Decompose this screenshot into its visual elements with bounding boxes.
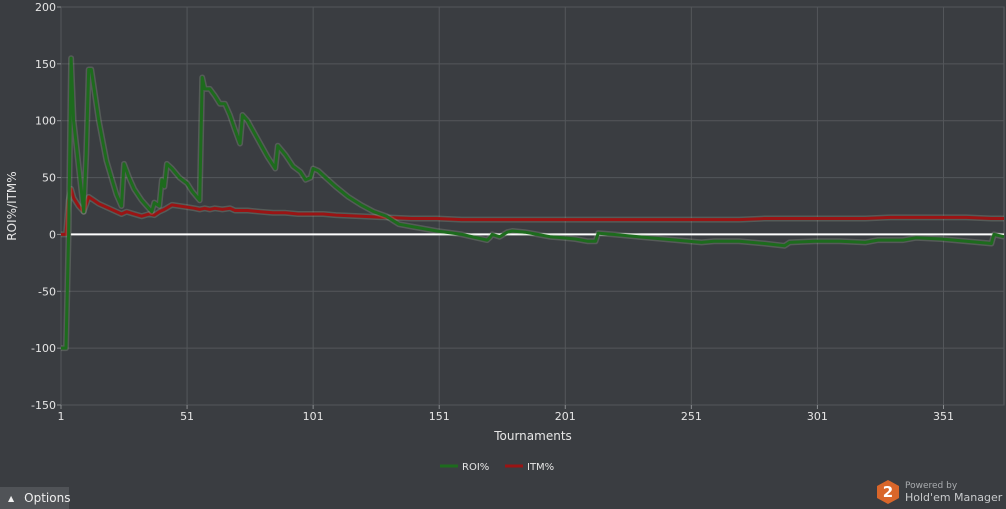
x-tick-label: 151 xyxy=(429,410,450,423)
legend-label-itm[interactable]: ITM% xyxy=(527,462,554,473)
brand-badge: 2 Powered by Hold'em Manager xyxy=(877,477,1006,507)
y-tick-label: 50 xyxy=(42,172,56,185)
powered-by-text: Powered by xyxy=(905,481,958,491)
series-lines xyxy=(61,55,1005,352)
y-tick-label: -150 xyxy=(31,399,56,412)
y-tick-label: -50 xyxy=(38,285,56,298)
y-axis-label: ROI%/ITM% xyxy=(5,171,19,240)
legend: ROI% ITM% xyxy=(440,462,554,473)
x-axis-label: Tournaments xyxy=(493,429,572,443)
series-line-itm xyxy=(61,187,1004,236)
plot-area xyxy=(60,6,1005,406)
x-tick-label: 51 xyxy=(180,410,194,423)
y-tick-label: 100 xyxy=(35,115,56,128)
x-tick-label: 1 xyxy=(58,410,65,423)
y-tick-label: 150 xyxy=(35,58,56,71)
x-tick-label: 301 xyxy=(807,410,828,423)
y-tick-label: 0 xyxy=(49,228,56,241)
x-tick-label: 251 xyxy=(681,410,702,423)
brand-name: Hold'em Manager xyxy=(905,491,1003,504)
series-line-roi xyxy=(61,56,1005,350)
y-tick-label: 200 xyxy=(35,1,56,14)
x-tick-label: 351 xyxy=(933,410,954,423)
x-tick-label: 101 xyxy=(303,410,324,423)
x-axis-ticks: 1 51 101 151 201 251 301 351 xyxy=(58,405,954,423)
chevron-up-icon: ▲ xyxy=(8,493,15,503)
x-tick-label: 201 xyxy=(555,410,576,423)
options-button[interactable]: ▲ Options xyxy=(0,487,71,509)
hem-logo-icon: 2 xyxy=(877,480,899,504)
options-label: Options xyxy=(24,491,71,505)
y-tick-label: -100 xyxy=(31,342,56,355)
legend-label-roi[interactable]: ROI% xyxy=(462,462,489,473)
y-axis-ticks: -150 -100 -50 0 50 100 150 200 xyxy=(31,1,61,412)
